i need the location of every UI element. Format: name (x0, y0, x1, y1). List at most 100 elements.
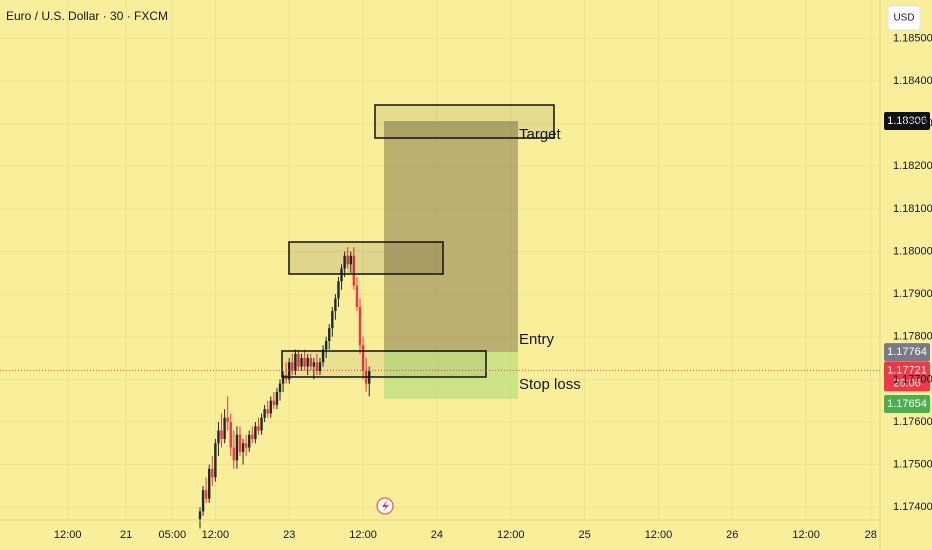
candle-body (226, 417, 229, 422)
candle-body (334, 298, 337, 312)
candle-body (355, 285, 359, 307)
candle-body (291, 362, 294, 371)
x-tick-label: 28 (865, 529, 877, 541)
x-tick-label: 25 (578, 529, 590, 541)
entry-price-label: 1.17764 (887, 346, 927, 358)
target-price-label-bg (884, 112, 930, 131)
candle-body (266, 409, 269, 414)
candle-body (211, 468, 214, 478)
candle-body (309, 358, 312, 367)
x-tick-label: 26 (726, 529, 738, 541)
target-zone (384, 121, 518, 353)
candle-body (346, 255, 349, 265)
x-tick-label: 23 (283, 529, 295, 541)
target-price-label: 1.18306 (887, 115, 927, 127)
candle-body (204, 490, 208, 499)
candles (198, 247, 371, 529)
candle-body (217, 430, 220, 444)
y-tick-label: 1.18500 (893, 32, 932, 44)
candle-body (232, 447, 236, 461)
candle-body (278, 383, 282, 393)
candle-body (318, 362, 322, 371)
candle-body (294, 353, 297, 371)
stop-price-label-bg (884, 394, 930, 413)
candle-body (352, 255, 356, 286)
candle-body (281, 375, 285, 384)
candle-body (331, 311, 334, 329)
candle-body (337, 281, 340, 299)
candle-body (303, 358, 306, 367)
candle-body (340, 268, 343, 282)
x-tick-label: 12:00 (202, 529, 230, 541)
y-tick-label: 1.18100 (893, 203, 932, 215)
x-tick-label: 12:00 (497, 529, 525, 541)
candle-body (361, 345, 365, 371)
candle-body (288, 362, 291, 380)
candle-body (251, 434, 254, 440)
candle-body (235, 434, 239, 461)
candle-body (358, 306, 362, 346)
candle-body (324, 340, 328, 350)
stop-price-label: 1.17654 (887, 398, 927, 410)
candle-body (300, 358, 303, 367)
y-tick-label: 1.17500 (893, 458, 932, 470)
candle-body (248, 434, 251, 448)
candle-body (198, 511, 202, 520)
x-tick-label: 24 (431, 529, 443, 541)
last-price-bg (884, 361, 930, 392)
drawn-box (281, 350, 487, 378)
y-tick-label: 1.17700 (893, 373, 932, 385)
last-price-label: 1.17721 (887, 364, 927, 376)
candle-body (321, 349, 325, 363)
x-tick-label: 12:00 (349, 529, 377, 541)
stop-zone (384, 352, 518, 399)
candle-body (297, 353, 300, 367)
candle-body (223, 417, 226, 440)
candle-body (238, 434, 242, 452)
y-tick-label: 1.17600 (893, 416, 932, 428)
x-tick-label: 12:00 (645, 529, 673, 541)
candle-body (272, 400, 276, 405)
candle-body (328, 328, 331, 341)
entry-label: Entry (519, 331, 555, 348)
drawn-box (288, 241, 444, 275)
x-tick-label: 21 (120, 529, 132, 541)
y-tick-label: 1.17900 (893, 288, 932, 300)
y-tick-label: 1.18300 (893, 118, 932, 130)
overlay: Target Entry Stop loss 1.18306 1.17764 1.1772… (0, 112, 930, 413)
x-tick-label: 12:00 (792, 529, 820, 541)
stop-label: Stop loss (519, 376, 581, 393)
position-tool (384, 121, 518, 399)
candle-body (315, 362, 319, 371)
drawings (281, 104, 555, 378)
candle-body (214, 443, 217, 478)
candle-body (269, 400, 272, 414)
candle-body (241, 443, 245, 452)
candle-body (260, 417, 263, 431)
currency[interactable]: USD (893, 13, 914, 24)
event-icon-bolt (382, 500, 389, 512)
chart-title: Euro / U.S. Dollar · 30 · FXCM (6, 9, 168, 23)
candle-body (275, 392, 279, 405)
candle-body (343, 255, 346, 269)
candle-body (349, 255, 352, 265)
candle-body (254, 426, 257, 440)
y-tick-label: 1.18000 (893, 245, 932, 257)
candle-body (306, 358, 309, 367)
candle-body (208, 468, 211, 499)
countdown: 26:06 (893, 377, 921, 389)
entry-price-label-bg (884, 343, 930, 362)
y-tick-label: 1.17400 (893, 501, 932, 513)
currency-button[interactable] (887, 5, 921, 31)
x-tick-label: 12:00 (54, 529, 82, 541)
candle-body (220, 430, 223, 440)
candle-body (263, 409, 266, 418)
candle-body (257, 426, 260, 431)
candle-body (312, 362, 316, 367)
candle-body (229, 421, 232, 448)
y-tick-label: 1.18200 (893, 160, 932, 172)
y-tick-label: 1.18400 (893, 75, 932, 87)
x-tick-label: 05:00 (159, 529, 187, 541)
